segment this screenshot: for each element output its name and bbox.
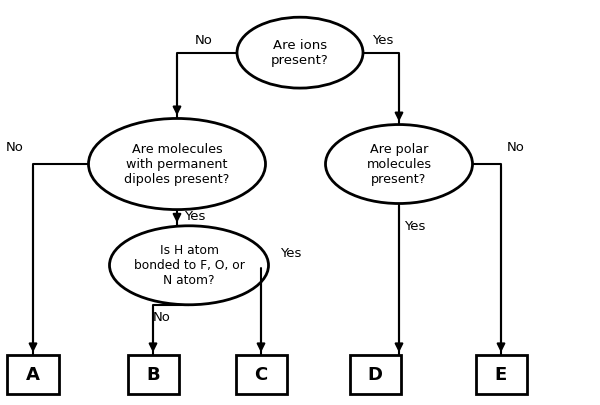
Text: Yes: Yes — [280, 247, 302, 260]
Text: Yes: Yes — [372, 34, 394, 47]
FancyBboxPatch shape — [128, 356, 179, 394]
Text: Yes: Yes — [184, 210, 206, 223]
Text: No: No — [153, 311, 171, 324]
Text: No: No — [195, 34, 213, 47]
Text: B: B — [146, 366, 160, 384]
FancyBboxPatch shape — [349, 356, 401, 394]
Text: No: No — [6, 141, 24, 154]
Text: D: D — [367, 366, 383, 384]
Ellipse shape — [237, 17, 363, 88]
FancyBboxPatch shape — [7, 356, 59, 394]
Ellipse shape — [89, 118, 265, 210]
Text: Are ions
present?: Are ions present? — [271, 38, 329, 67]
Text: Is H atom
bonded to F, O, or
N atom?: Is H atom bonded to F, O, or N atom? — [134, 244, 244, 287]
Text: C: C — [254, 366, 268, 384]
Text: A: A — [26, 366, 40, 384]
Text: Are polar
molecules
present?: Are polar molecules present? — [367, 143, 431, 185]
Text: Yes: Yes — [404, 220, 426, 233]
Text: Are molecules
with permanent
dipoles present?: Are molecules with permanent dipoles pre… — [124, 143, 230, 185]
Text: E: E — [495, 366, 507, 384]
Ellipse shape — [325, 125, 473, 204]
FancyBboxPatch shape — [476, 356, 527, 394]
Text: No: No — [507, 141, 525, 154]
FancyBboxPatch shape — [235, 356, 287, 394]
Ellipse shape — [110, 226, 269, 305]
